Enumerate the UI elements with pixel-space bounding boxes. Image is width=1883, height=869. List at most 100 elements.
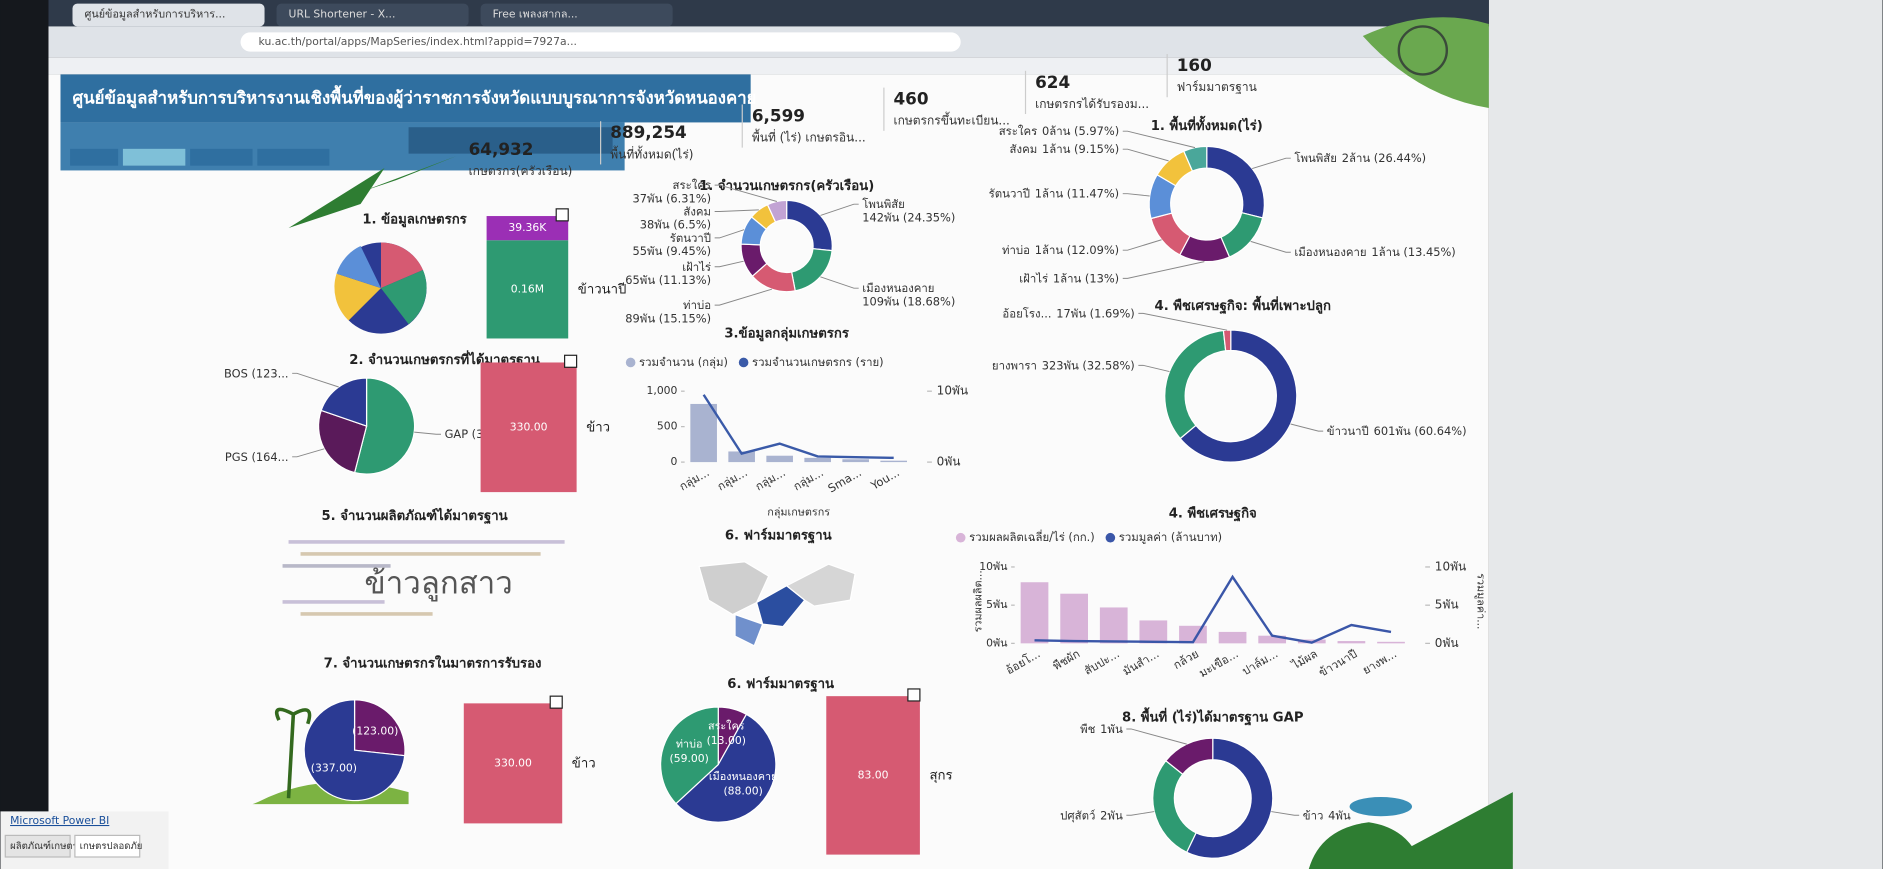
slice-value: (123.00) <box>352 725 398 738</box>
slice-category: ข้าว <box>1303 808 1324 822</box>
slice-value: 2ล้าน (26.44%) <box>1342 151 1426 165</box>
kpi-label: พื้นที่ (ไร่) เกษตรอิน... <box>752 129 866 145</box>
bar-category: สุกร <box>929 768 952 783</box>
browser-tab[interactable] <box>72 3 265 27</box>
slice-value: 1พัน <box>1100 721 1123 735</box>
wordcloud-top-word: ข้าวลูกสาว <box>364 566 512 602</box>
browser-tab-title: Free เพลงสากล... <box>493 7 578 20</box>
slice-category: สระใคร <box>673 178 711 192</box>
pie-slice <box>320 377 368 427</box>
slice-label: เฝ้าไร่ 65พัน (11.13%) <box>625 259 711 286</box>
bar-value-label: 39.36K <box>508 221 547 234</box>
line <box>1034 574 1392 644</box>
footer-brand[interactable]: Microsoft Power BI <box>10 814 109 827</box>
slice-label: ข้าวนาปี 601พัน (60.64%) <box>1327 424 1467 438</box>
bar <box>842 459 869 463</box>
bar <box>1020 582 1049 644</box>
chart-title: 1. พื้นที่ทั้งหมด(ไร่) <box>1151 115 1263 134</box>
donut-slice <box>766 199 788 223</box>
slice-value: 4พัน <box>1328 808 1351 822</box>
palm-decoration <box>274 707 312 799</box>
page-tab[interactable] <box>257 148 330 166</box>
header-title: ศูนย์ข้อมูลสำหรับการบริหารงานเชิงพื้นที่… <box>73 84 757 109</box>
leader-line <box>1250 240 1291 253</box>
leader-line <box>714 260 744 268</box>
slice-value: 65พัน (11.13%) <box>625 272 711 286</box>
slice-label: เมืองหนองคาย(88.00) <box>709 770 777 797</box>
slice-value: 89พัน (15.15%) <box>625 311 711 325</box>
y2-tick-label: 5พัน <box>1435 598 1459 612</box>
browser-tab-title: URL Shortener - X... <box>289 7 396 20</box>
page-tab[interactable] <box>4 834 71 858</box>
slice-category: สังคม <box>683 204 711 218</box>
page-tab[interactable] <box>74 834 141 858</box>
browser-tab[interactable] <box>276 3 469 27</box>
bar <box>766 455 793 463</box>
url-field[interactable] <box>240 32 961 52</box>
bar <box>1377 641 1405 644</box>
donut-slice <box>1185 737 1274 859</box>
chart-title: 4. พืชเศรษฐกิจ <box>1169 506 1257 523</box>
slice-value: (337.00) <box>311 762 357 775</box>
leader-line <box>1126 811 1155 816</box>
slice-label: ยางพารา 323พัน (32.58%) <box>992 358 1135 372</box>
slice-label: สังคม 1ล้าน (9.15%) <box>1010 142 1120 156</box>
focus-icon[interactable] <box>907 688 921 702</box>
page-tab-active[interactable] <box>122 148 186 166</box>
slice-label: พืช 1พัน <box>1080 721 1123 735</box>
slice-category: เมืองหนองคาย <box>709 770 777 783</box>
legend-swatch <box>955 532 966 543</box>
slice-value: 37พัน (6.31%) <box>633 191 711 205</box>
power-button[interactable] <box>1397 25 1449 76</box>
slice-category: เฝ้าไร่ <box>682 259 711 273</box>
slice-value: 2พัน <box>1100 808 1123 822</box>
chart-title: 8. พื้นที่ (ไร่)ได้มาตรฐาน GAP <box>1122 707 1304 727</box>
slice-category: เมืองหนองคาย <box>862 281 934 295</box>
bar-value-label: 0.16M <box>511 282 544 295</box>
bar <box>1139 620 1168 644</box>
bar-value-label: 83.00 <box>858 768 889 781</box>
pie-decoration <box>336 246 381 289</box>
slice-label: ข้าว 4พัน <box>1303 808 1351 822</box>
page-tab[interactable] <box>190 148 253 166</box>
slice-category: สังคม <box>1010 142 1038 156</box>
focus-icon[interactable] <box>549 695 563 709</box>
y2-tick-label: 0พัน <box>937 455 961 469</box>
slice-category: พืช <box>1080 721 1096 735</box>
slice-category: โพนพิสัย <box>1294 151 1337 165</box>
legend-label: รวมจำนวนเกษตรกร (ราย) <box>752 355 884 369</box>
slice-label: สระใคร(13.00) <box>707 720 746 747</box>
slice-value: 1ล้าน (13%) <box>1053 271 1119 285</box>
leader-line <box>1271 811 1300 816</box>
browser-tab[interactable] <box>480 3 673 27</box>
slice-label: รัตนวาปี 55พัน (9.45%) <box>633 230 711 257</box>
page-tab[interactable] <box>70 148 119 166</box>
page-tab[interactable] <box>408 127 613 154</box>
donut-slice <box>1183 145 1208 172</box>
chart-title: 4. พืชเศรษฐกิจ: พื้นที่เพาะปลูก <box>1155 295 1331 315</box>
y-tick-label: 5พัน <box>986 598 1008 611</box>
slice-label: ปศุสัตว์ 2พัน <box>1060 808 1123 822</box>
slice-category: เมืองหนองคาย <box>1294 245 1366 259</box>
focus-icon[interactable] <box>564 354 578 368</box>
slice-value: (13.00) <box>707 734 746 747</box>
slice-value: 1ล้าน (13.45%) <box>1371 245 1455 259</box>
slice-category: ข้าวนาปี <box>1327 424 1369 438</box>
bar <box>804 457 831 463</box>
slice-category: ท่าบ่อ <box>676 738 703 751</box>
leader-line <box>414 431 441 435</box>
slice-value: (59.00) <box>670 752 709 765</box>
focus-icon[interactable] <box>555 208 569 222</box>
y2-tick-label: 10พัน <box>1435 559 1466 573</box>
pie-decoration <box>380 242 423 289</box>
kpi-label: เกษตรกร(ครัวเรือน) <box>469 164 573 178</box>
slice-label: โพนพิสัย 142พัน (24.35%) <box>862 197 955 224</box>
pie-slice <box>353 377 416 475</box>
slice-label: เมืองหนองคาย 109พัน (18.68%) <box>862 281 955 308</box>
chart-title: 6. ฟาร์มมาตรฐาน <box>727 676 834 693</box>
kpi-label: พื้นที่ทั้งหมด(ไร่) <box>610 145 693 161</box>
kpi-label: เกษตรกรขึ้นทะเบียน... <box>893 112 1009 128</box>
legend-swatch <box>738 357 749 368</box>
